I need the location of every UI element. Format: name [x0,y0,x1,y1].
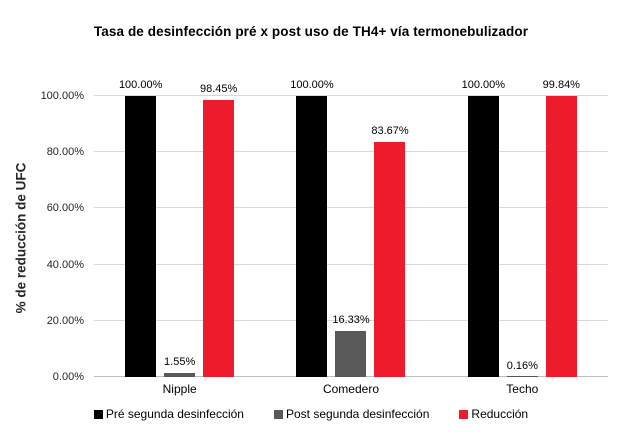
bar [296,96,328,377]
bar-slot: 98.45% [200,83,237,377]
bar [335,331,367,377]
bar-value-label: 16.33% [332,314,370,327]
gridline [94,263,608,265]
y-axis-title: % de reducción de UFC [13,162,29,314]
category-label: Comedero [322,382,379,396]
bar-slot: 100.00% [119,79,162,377]
bar [506,376,538,377]
bar [374,141,406,377]
bar-group: 100.00% 1.55% 98.45% Nipple [94,79,265,396]
y-tick-label: 40.00% [46,258,84,271]
bar [467,96,499,377]
y-tick-label: 100.00% [40,90,84,102]
bar-value-label: 83.67% [371,124,409,137]
legend-label: Reducción [471,407,529,421]
plot-area: 100.00% 1.55% 98.45% Nipple 100.00% 16.33% 83.… [41,79,608,396]
legend-item: Reducción [459,407,528,421]
bar-group: 100.00% 0.16% 99.84% Techo [437,79,608,396]
bar-value-label: 0.16% [506,359,538,372]
legend-item: Post segunda desinfección [273,407,430,421]
bar-slot: 83.67% [371,96,409,377]
bar-slot: 0.16% [507,96,538,377]
legend-label: Pré segunda desinfección [105,407,244,421]
bar-slot: 100.00% [462,79,505,377]
legend-swatch [273,409,283,419]
bar-groups: 100.00% 1.55% 98.45% Nipple 100.00% 16.33% 83.… [94,79,608,396]
category-label: Techo [506,382,539,396]
category-label: Nipple [162,382,197,396]
bar [125,96,157,377]
gridline [94,207,608,209]
bar [164,372,196,377]
legend-item: Pré segunda desinfección [93,407,244,421]
legend-label: Post segunda desinfección [285,407,430,421]
y-tick-label: 0.00% [52,371,84,383]
bar-slot: 16.33% [332,96,370,377]
bar-slot: 100.00% [290,79,334,377]
legend-swatch [459,409,469,419]
y-tick-label: 20.00% [46,314,84,327]
legend: Pré segunda desinfección Post segunda des… [0,407,622,421]
bar-value-label: 99.84% [542,79,580,92]
bar-value-label: 98.45% [200,83,238,96]
bar-value-label: 1.55% [164,355,196,368]
gridline [94,319,608,321]
legend-swatch [93,409,103,419]
y-tick-label: 60.00% [46,202,84,215]
bar-slot: 99.84% [543,79,580,377]
bar-value-label: 100.00% [290,79,334,91]
bar-value-label: 100.00% [461,79,506,91]
gridline [94,151,608,153]
bar-slot: 1.55% [164,96,195,377]
bar [545,96,577,377]
gridline [94,95,608,96]
bar-group: 100.00% 16.33% 83.67% Comedero [265,79,436,396]
bar-value-label: 100.00% [118,79,163,91]
y-tick-label: 80.00% [46,146,84,159]
bar [203,100,235,377]
chart-title: Tasa de desinfección pré x post uso de T… [93,24,529,39]
